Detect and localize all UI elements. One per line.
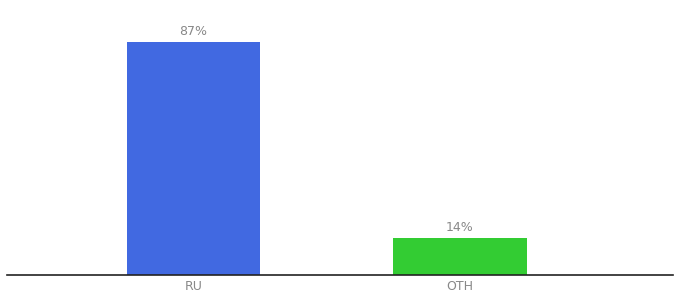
Text: 14%: 14% [446,220,474,234]
Text: 87%: 87% [180,25,207,38]
Bar [127,42,260,275]
Bar [393,238,526,275]
